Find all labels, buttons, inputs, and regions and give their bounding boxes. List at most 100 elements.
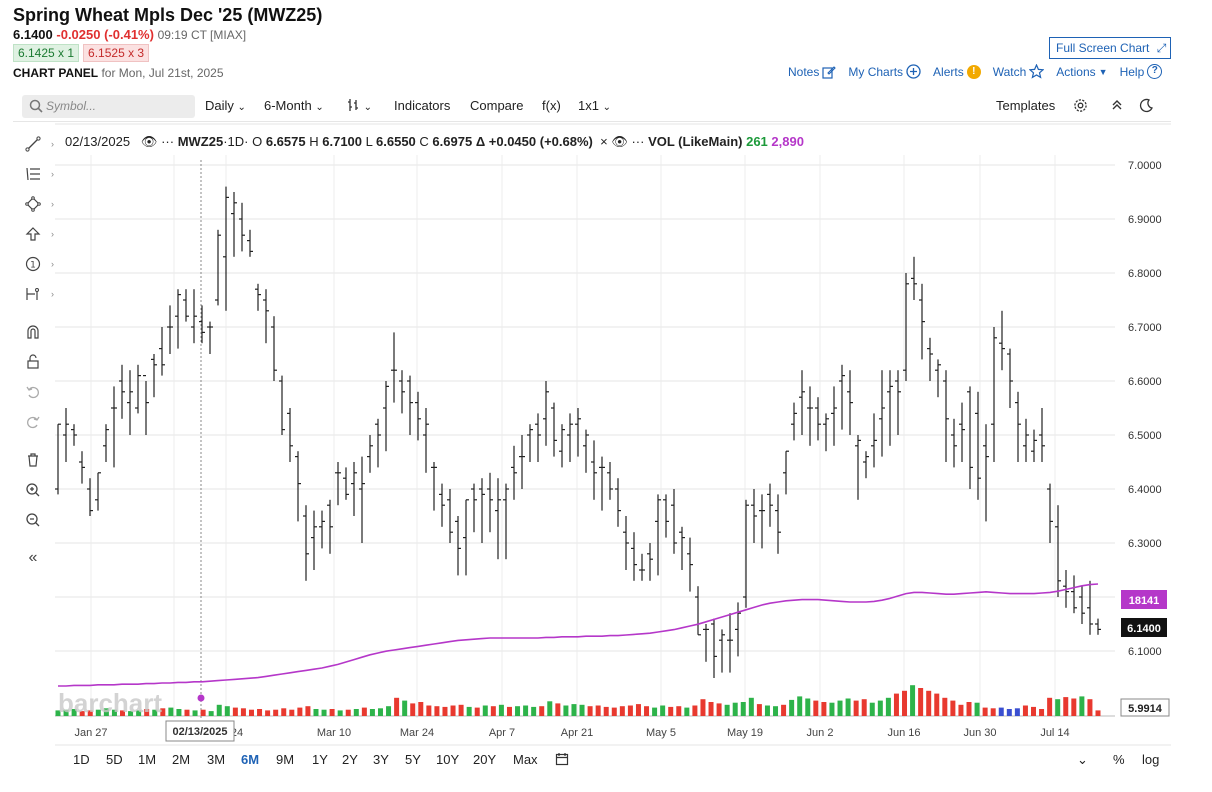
volume-bar <box>837 700 843 716</box>
ohlc-bar <box>271 316 277 381</box>
volume-bar <box>877 700 883 716</box>
ohlc-bar <box>287 408 293 462</box>
panel-date: for Mon, Jul 21st, 2025 <box>101 66 224 80</box>
range-button-20y[interactable]: 20Y <box>473 752 497 767</box>
arrow-up-icon <box>25 227 41 241</box>
ohlc-bar <box>879 370 885 457</box>
range-button-5y[interactable]: 5Y <box>405 752 421 767</box>
redo-button[interactable] <box>18 410 48 434</box>
range-button-3y[interactable]: 3Y <box>373 752 389 767</box>
ohlc-bar <box>703 624 709 662</box>
shape-tool[interactable]: › <box>18 192 54 216</box>
range-button-3m[interactable]: 3M <box>207 752 226 767</box>
ohlc-bar <box>1047 483 1053 543</box>
period-dropdown[interactable]: 6-Month ⌄ <box>264 98 324 113</box>
search-icon <box>29 99 43 113</box>
y-tick-label: 6.9000 <box>1128 214 1162 226</box>
fibonacci-tool[interactable]: › <box>18 162 54 186</box>
compare-button[interactable]: Compare <box>470 98 524 113</box>
ohlc-bar <box>79 451 85 484</box>
percent-toggle[interactable]: % <box>1113 752 1125 767</box>
notes-label: Notes <box>788 64 820 79</box>
ohlc-bar <box>463 499 469 576</box>
volume-bar <box>87 710 93 716</box>
templates-button[interactable]: Templates <box>996 98 1056 113</box>
undo-button[interactable] <box>18 380 48 404</box>
price-change: -0.0250 (-0.41%) <box>56 27 154 42</box>
bottom-tag-bg <box>1120 698 1170 717</box>
range-button-6m[interactable]: 6M <box>241 752 260 767</box>
magnet-tool[interactable] <box>18 320 48 344</box>
range-button-1m[interactable]: 1M <box>138 752 157 767</box>
bar-type-dropdown[interactable]: ⌄ <box>346 98 372 113</box>
collapse-sidebar-button[interactable]: « <box>18 546 48 570</box>
annotation-tool[interactable]: 1 › <box>18 252 54 276</box>
volume-bar <box>119 710 125 716</box>
alerts-link[interactable]: Alerts ! <box>933 64 981 79</box>
watch-link[interactable]: Watch <box>993 64 1045 79</box>
ohlc-bar <box>607 462 613 500</box>
volume-bar <box>184 709 190 716</box>
range-button-9m[interactable]: 9M <box>276 752 295 767</box>
expand-icon: ⤢ <box>1156 41 1167 55</box>
x-tick-label: Jul 14 <box>1040 727 1069 739</box>
volume-bar <box>781 704 787 716</box>
indicators-button[interactable]: Indicators <box>394 98 451 113</box>
range-button-1d[interactable]: 1D <box>73 752 90 767</box>
measure-tool[interactable]: › <box>18 282 54 306</box>
range-button-max[interactable]: Max <box>513 752 538 767</box>
ohlc-bar <box>551 402 557 457</box>
layout-label: 1x1 <box>578 98 599 113</box>
close-icon[interactable]: × <box>600 134 608 149</box>
chart-panel-label: CHART PANEL for Mon, Jul 21st, 2025 <box>13 66 224 80</box>
eye-icon[interactable]: 👁 <box>140 134 158 149</box>
notes-link[interactable]: Notes <box>788 64 837 79</box>
volume-bar <box>603 706 609 716</box>
double-chevron-down-icon[interactable]: ⌄ <box>1077 752 1088 767</box>
fx-button[interactable]: f(x) <box>542 98 561 113</box>
settings-gear-icon[interactable] <box>1073 98 1088 116</box>
ohlc-bar <box>255 283 261 311</box>
caret-down-icon: ▼ <box>1098 66 1108 77</box>
range-button-5d[interactable]: 5D <box>106 752 123 767</box>
range-button-10y[interactable]: 10Y <box>436 752 460 767</box>
arrow-tool[interactable]: › <box>18 222 54 246</box>
layout-dropdown[interactable]: 1x1 ⌄ <box>578 98 611 113</box>
eye-icon[interactable]: 👁 <box>611 134 628 149</box>
legend-close: 6.6975 <box>432 134 473 149</box>
full-screen-chart-button[interactable]: Full Screen Chart ⤢ <box>1049 37 1171 59</box>
ohlc-bar <box>103 424 109 462</box>
ohlc-bar <box>175 289 181 349</box>
trendline-tool[interactable]: › <box>18 132 54 156</box>
volume-bar <box>635 704 641 716</box>
log-toggle[interactable]: log <box>1142 752 1160 767</box>
interval-dropdown[interactable]: Daily ⌄ <box>205 98 246 113</box>
ohlc-bar <box>903 273 909 381</box>
calendar-icon[interactable] <box>555 752 569 769</box>
range-button-2m[interactable]: 2M <box>172 752 191 767</box>
my-charts-link[interactable]: My Charts <box>848 64 921 79</box>
zoom-out-button[interactable] <box>18 508 48 532</box>
lock-tool[interactable] <box>18 350 48 374</box>
ohlc-bar <box>391 332 397 403</box>
more-icon[interactable]: ··· <box>631 134 645 149</box>
volume-bar <box>450 705 456 716</box>
volume-bar <box>192 710 198 716</box>
ohlc-bar <box>1095 618 1101 635</box>
delete-drawings-button[interactable] <box>18 448 48 472</box>
dark-mode-moon-icon[interactable] <box>1139 98 1154 116</box>
range-button-1y[interactable]: 1Y <box>312 752 328 767</box>
ohlc-bar <box>927 337 933 381</box>
volume-bar <box>627 705 633 716</box>
more-icon[interactable]: ··· <box>161 134 175 149</box>
collapse-up-icon[interactable] <box>1110 98 1124 115</box>
ohlc-bar <box>1023 418 1029 462</box>
ohlc-bar <box>503 483 509 560</box>
range-button-2y[interactable]: 2Y <box>342 752 358 767</box>
volume-bar <box>563 705 569 716</box>
symbol-search-input[interactable]: Symbol... <box>22 95 195 118</box>
actions-menu[interactable]: Actions ▼ <box>1056 64 1107 79</box>
zoom-in-button[interactable] <box>18 478 48 502</box>
help-link[interactable]: Help ? <box>1120 64 1163 79</box>
